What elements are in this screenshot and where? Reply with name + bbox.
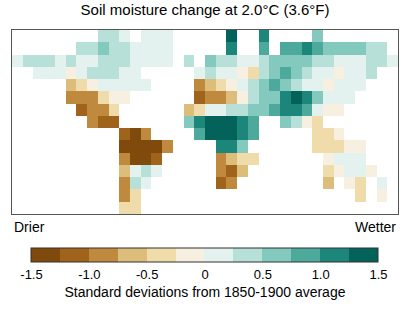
svg-text:1.5: 1.5: [369, 267, 387, 282]
svg-text:0.5: 0.5: [254, 267, 272, 282]
svg-text:-0.5: -0.5: [136, 267, 158, 282]
svg-text:Standard deviations from 1850-: Standard deviations from 1850-1900 avera…: [65, 284, 346, 300]
svg-text:Soil moisture change at 2.0°C: Soil moisture change at 2.0°C (3.6°F): [81, 1, 330, 18]
svg-text:-1.5: -1.5: [20, 267, 42, 282]
svg-text:Drier: Drier: [14, 219, 45, 235]
svg-text:0: 0: [201, 267, 208, 282]
svg-text:Wetter: Wetter: [355, 219, 396, 235]
svg-text:1.0: 1.0: [312, 267, 330, 282]
svg-text:-1.0: -1.0: [78, 267, 100, 282]
